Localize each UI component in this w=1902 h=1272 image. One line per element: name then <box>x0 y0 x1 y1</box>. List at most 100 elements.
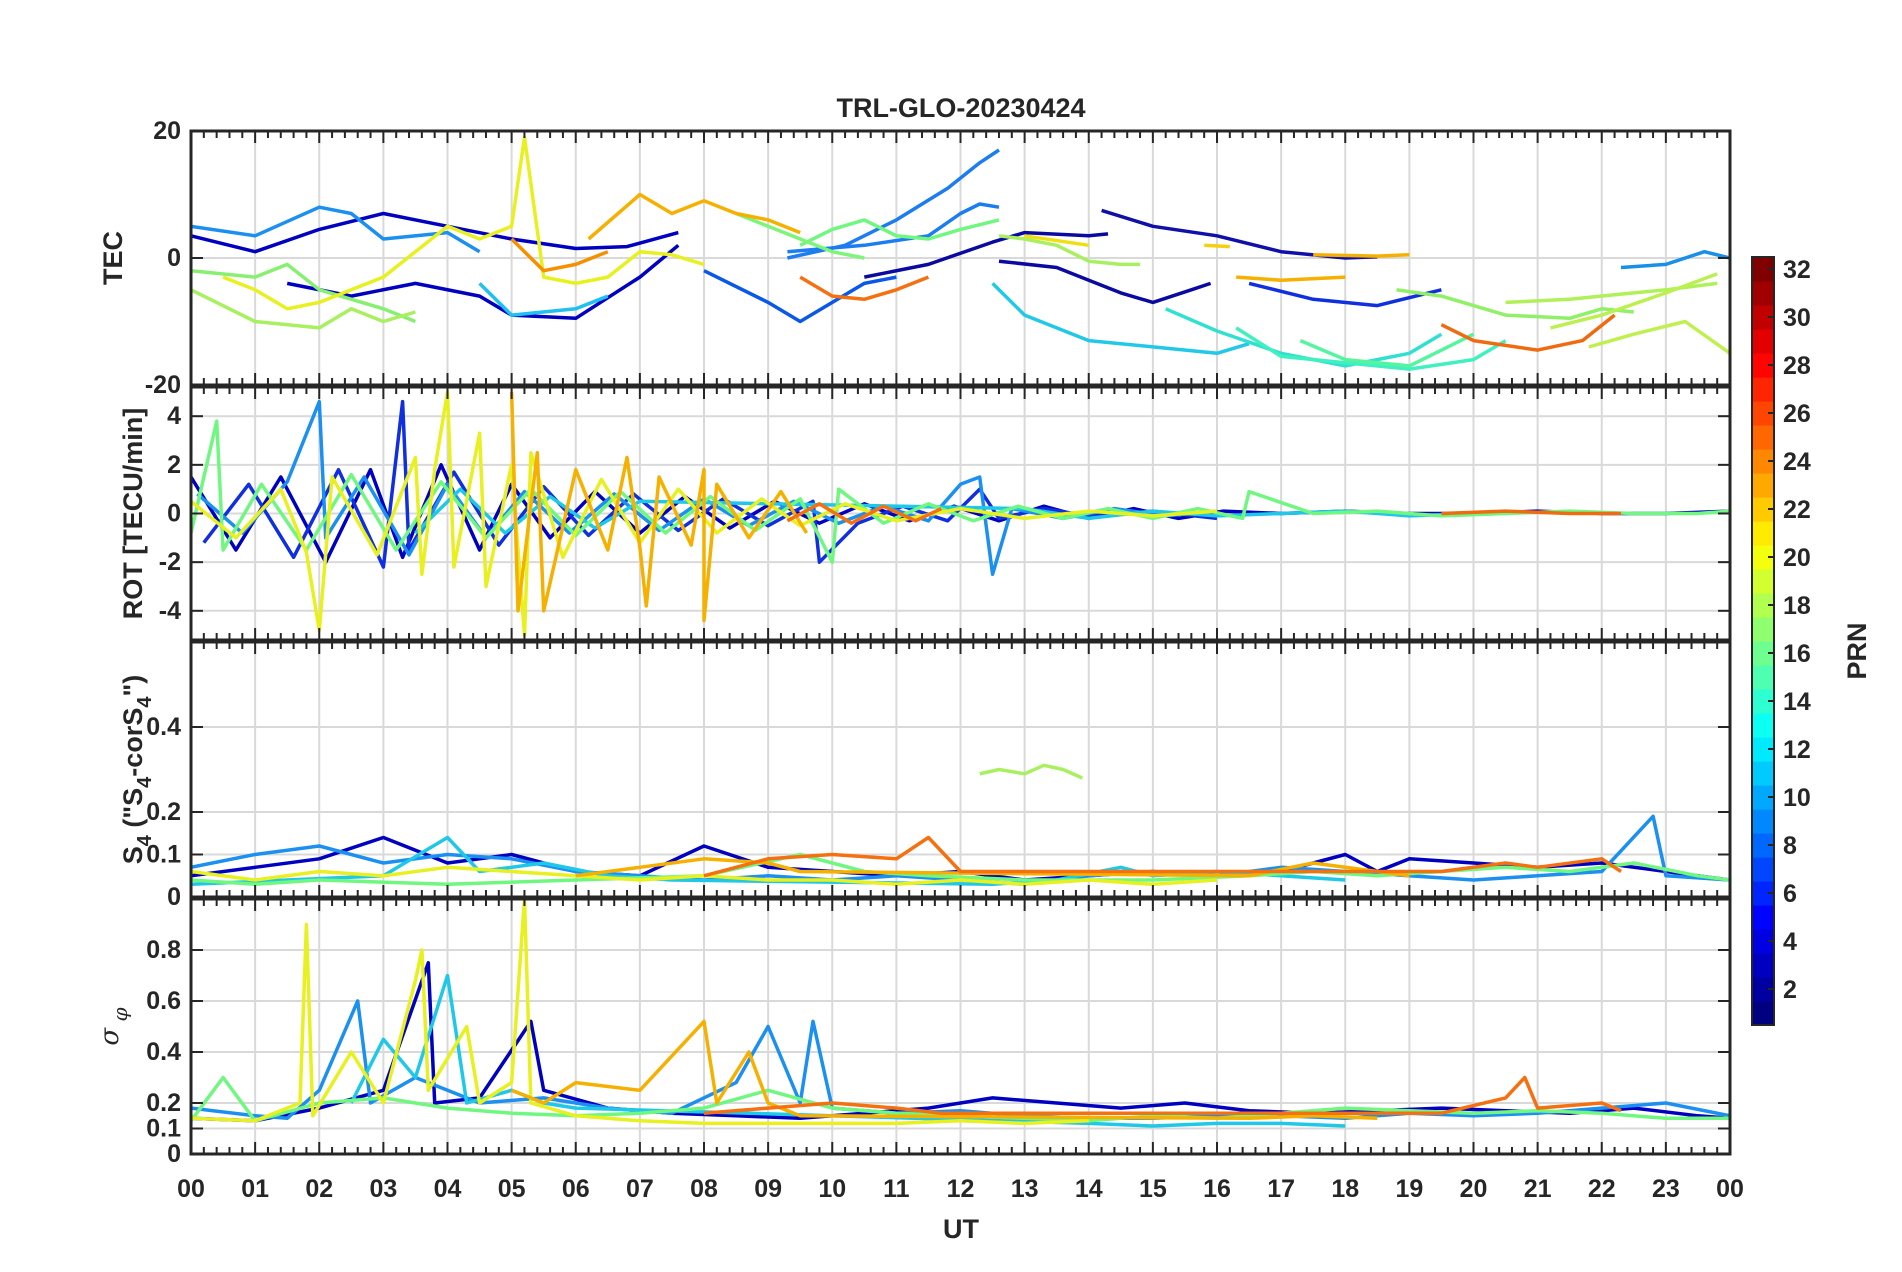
colorbar-segment <box>1752 857 1774 882</box>
colorbar-segment <box>1752 545 1774 570</box>
x-tick-label: 20 <box>1460 1175 1488 1203</box>
colorbar-segment <box>1752 737 1774 762</box>
series-line <box>191 1075 1730 1123</box>
series-line <box>1440 313 1616 352</box>
colorbar-segment <box>1752 305 1774 330</box>
series-line <box>703 269 897 324</box>
series-group <box>191 390 1730 637</box>
colorbar-segment <box>1752 425 1774 450</box>
colorbar-label: PRN <box>1842 622 1872 679</box>
colorbar-tick-label: 16 <box>1783 640 1811 668</box>
series-line <box>1235 326 1507 371</box>
colorbar-frame <box>1751 256 1775 1026</box>
series-line <box>1588 319 1730 355</box>
colorbar-segment <box>1752 665 1774 690</box>
y-axis-label: ROT [TECU/min] <box>118 408 148 619</box>
y-tick-label: 20 <box>153 117 181 145</box>
series-line <box>998 259 1212 305</box>
x-tick-label: 23 <box>1652 1175 1680 1203</box>
x-tick-label: 06 <box>562 1175 590 1203</box>
x-tick-label: 05 <box>498 1175 526 1203</box>
x-tick-label: 15 <box>1139 1175 1167 1203</box>
colorbar-segment <box>1752 353 1774 378</box>
colorbar-segment <box>1752 257 1774 282</box>
colorbar-segment <box>1752 617 1774 642</box>
x-tick-label: 21 <box>1524 1175 1552 1203</box>
series-line <box>998 234 1141 267</box>
colorbar-segment <box>1752 641 1774 666</box>
y-axis-label: TEC <box>98 231 128 285</box>
panel-2: 4 2 0 -2 -4 ROT [TECU/min] <box>118 385 1732 642</box>
y-tick-label: 0 <box>167 244 181 272</box>
x-tick-label: 00 <box>177 1175 205 1203</box>
y-tick-label: 0.2 <box>146 1089 181 1117</box>
series-line <box>191 899 1089 1126</box>
series-line <box>1299 332 1475 368</box>
panel-3: 0.4 0.2 0.1 0 S4 ("S4-corS4") <box>118 640 1732 911</box>
colorbar-tick-label: 22 <box>1783 496 1811 524</box>
colorbar-segment <box>1752 713 1774 738</box>
series-line <box>478 282 609 317</box>
panel-1: 20 0 -20 TEC <box>98 117 1732 399</box>
colorbar-segment <box>1752 377 1774 402</box>
colorbar-tick-label: 10 <box>1783 784 1811 812</box>
y-tick-label: -20 <box>145 371 181 399</box>
colorbar-tick-label: 8 <box>1783 832 1797 860</box>
series-line <box>799 218 1000 247</box>
x-tick-label: 11 <box>883 1175 910 1203</box>
y-axis-label: σ φ <box>95 1007 132 1045</box>
colorbar-segment <box>1752 905 1774 930</box>
y-tick-label: 4 <box>167 402 181 430</box>
y-tick-label: 0 <box>167 883 181 911</box>
colorbar-tick-label: 32 <box>1783 256 1811 284</box>
series-line <box>786 502 943 525</box>
x-tick-label: 09 <box>754 1175 782 1203</box>
colorbar-segment <box>1752 401 1774 426</box>
series-group <box>191 763 1730 887</box>
series-line <box>1204 243 1230 249</box>
y-tick-label: -4 <box>159 597 181 625</box>
series-line <box>787 148 1000 260</box>
x-tick-label: 00 <box>1716 1175 1744 1203</box>
colorbar-segment <box>1752 953 1774 978</box>
series-line <box>222 135 705 311</box>
x-tick-label: 19 <box>1395 1175 1423 1203</box>
y-tick-label: -2 <box>159 548 181 576</box>
series-line <box>510 237 609 273</box>
series-line <box>191 419 1730 564</box>
colorbar-segment <box>1752 473 1774 498</box>
colorbar-tick-label: 18 <box>1783 592 1811 620</box>
x-tick-label: 08 <box>690 1175 718 1203</box>
x-tick-label: 03 <box>369 1175 397 1203</box>
series-line <box>191 961 1730 1123</box>
series-line <box>1248 281 1442 308</box>
series-line <box>991 282 1250 356</box>
series-line <box>191 288 416 330</box>
x-tick-label: 22 <box>1588 1175 1616 1203</box>
series-line <box>191 835 1730 882</box>
series-line <box>703 835 1622 878</box>
y-tick-label: 2 <box>167 451 181 479</box>
series-line <box>1236 275 1346 282</box>
x-tick-label: 12 <box>947 1175 975 1203</box>
colorbar-tick-label: 20 <box>1783 544 1811 572</box>
series-line <box>509 391 809 623</box>
x-tick-label: 07 <box>626 1175 654 1203</box>
colorbar-tick-label: 28 <box>1783 352 1811 380</box>
colorbar-segment <box>1752 881 1774 906</box>
series-line <box>703 1075 1622 1115</box>
y-tick-label: 0 <box>167 500 181 528</box>
series-line <box>787 202 1000 254</box>
x-tick-label: 16 <box>1203 1175 1231 1203</box>
colorbar-segment <box>1752 521 1774 546</box>
x-tick-labels: 00 01 02 03 04 05 06 07 08 09 10 11 12 13 14 15 16 17 18 19… <box>177 1175 1744 1203</box>
x-tick-label: 04 <box>434 1175 462 1203</box>
x-tick-label: 18 <box>1331 1175 1359 1203</box>
series-line <box>1441 509 1621 516</box>
x-tick-label: 13 <box>1011 1175 1039 1203</box>
colorbar-segment <box>1752 593 1774 618</box>
colorbar-segment <box>1752 785 1774 810</box>
x-tick-label: 14 <box>1075 1175 1103 1203</box>
colorbar-tick-label: 6 <box>1783 880 1797 908</box>
